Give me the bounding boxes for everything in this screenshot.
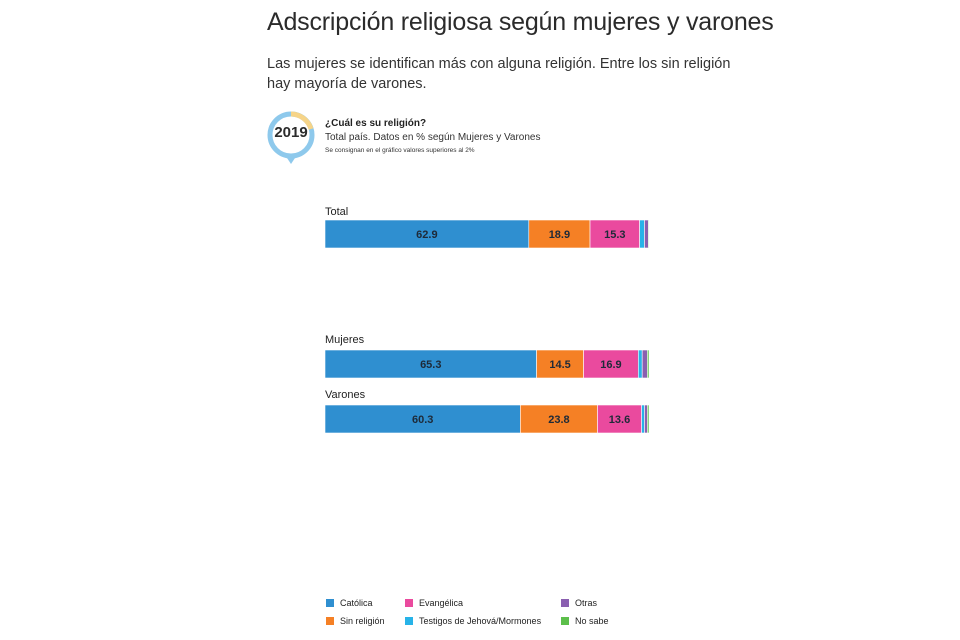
legend-item-otras: Otras (561, 598, 597, 608)
legend-swatch-sin-religion (326, 617, 334, 625)
category-label-mujeres: Mujeres (325, 334, 365, 346)
year-badge-label: 2019 (274, 124, 308, 141)
bar-total-testigos (639, 219, 645, 249)
bar-label-mujeres-sin-religion: 14.5 (549, 359, 570, 371)
legend-item-catolica: Católica (326, 598, 373, 608)
legend-label-no-sabe: No sabe (575, 616, 609, 626)
bar-varones-catolica (324, 404, 521, 434)
bar-varones-testigos (641, 404, 645, 434)
legend-label-otras: Otras (575, 598, 598, 608)
bar-label-total-sin-religion: 18.9 (549, 229, 570, 241)
bar-label-varones-catolica: 60.3 (412, 414, 433, 426)
bar-total-evangelica (589, 219, 640, 249)
bar-mujeres-no-sabe (647, 349, 650, 379)
year-badge: 2019 (266, 111, 316, 165)
info-description: Total país. Datos en % según Mujeres y V… (325, 132, 541, 143)
bar-label-mujeres-catolica: 65.3 (420, 359, 441, 371)
info-note: Se consignan en el gráfico valores super… (325, 147, 475, 154)
bar-mujeres-sin-religion (536, 349, 584, 379)
bar-mujeres-otras (641, 349, 648, 379)
bar-mujeres-testigos (638, 349, 643, 379)
legend-swatch-otras (561, 599, 569, 607)
bar-label-total-evangelica: 15.3 (604, 229, 625, 241)
info-question: ¿Cuál es su religión? (325, 118, 427, 129)
legend-label-evangelica: Evangélica (419, 598, 464, 608)
legend-item-sin-religion: Sin religión (326, 616, 385, 626)
legend-swatch-evangelica (405, 599, 413, 607)
legend-item-no-sabe: No sabe (561, 616, 609, 626)
bar-varones-otras (644, 404, 648, 434)
legend-swatch-no-sabe (561, 617, 569, 625)
chart-subtitle: Las mujeres se identifican más con algun… (267, 56, 731, 92)
bar-label-mujeres-evangelica: 16.9 (600, 359, 621, 371)
legend-swatch-catolica (326, 599, 334, 607)
bar-label-varones-sin-religion: 23.8 (548, 414, 569, 426)
category-label-total: Total (325, 206, 349, 218)
bar-total-no-sabe (648, 219, 650, 249)
legend-label-sin-religion: Sin religión (340, 616, 385, 626)
bar-total-catolica (324, 219, 530, 249)
bar-mujeres-evangelica (583, 349, 639, 379)
bar-varones-no-sabe (647, 404, 650, 434)
legend-label-testigos: Testigos de Jehová/Mormones (419, 616, 542, 626)
bar-varones-evangelica (597, 404, 642, 434)
category-label-varones: Varones (325, 389, 366, 401)
bar-label-total-catolica: 62.9 (416, 229, 437, 241)
bar-varones-sin-religion (520, 404, 598, 434)
legend-label-catolica: Católica (340, 598, 373, 608)
bar-label-varones-evangelica: 13.6 (609, 414, 630, 426)
legend-item-testigos: Testigos de Jehová/Mormones (405, 616, 541, 626)
legend-swatch-testigos (405, 617, 413, 625)
year-badge-ring-icon (267, 111, 315, 164)
legend-item-evangelica: Evangélica (405, 598, 463, 608)
bar-mujeres-catolica (324, 349, 537, 379)
chart-info: ¿Cuál es su religión? Total país. Datos … (325, 117, 540, 157)
chart-title: Adscripción religiosa según mujeres y va… (267, 8, 774, 36)
bar-total-sin-religion (528, 219, 591, 249)
bar-total-otras (644, 219, 649, 249)
